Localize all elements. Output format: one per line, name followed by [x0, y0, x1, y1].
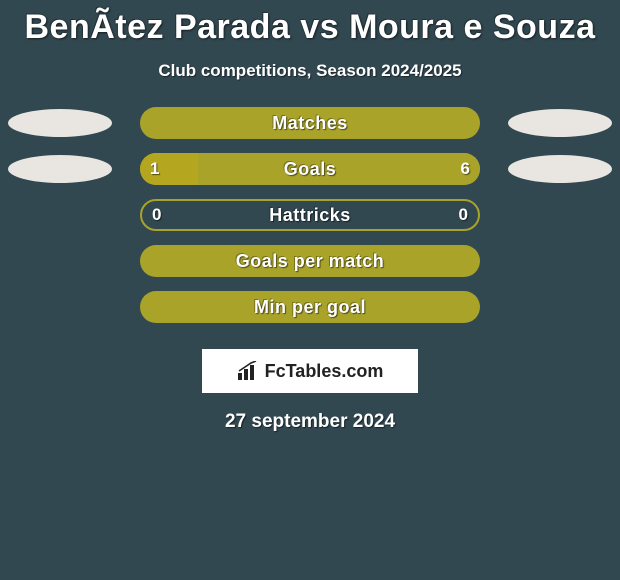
brand-name: FcTables.com — [265, 361, 384, 382]
stat-bar: 16Goals — [140, 153, 480, 185]
comparison-chart: Matches 16Goals 0 0Hattricks Goals per match… — [0, 107, 620, 337]
stat-bar: 0 0Hattricks — [140, 199, 480, 231]
right-value: 0 — [459, 201, 468, 229]
stat-row: 16Goals — [0, 153, 620, 199]
right-oval — [508, 155, 612, 183]
stat-row: Min per goal — [0, 291, 620, 337]
stat-bar: Min per goal — [140, 291, 480, 323]
subtitle: Club competitions, Season 2024/2025 — [0, 61, 620, 81]
left-oval — [8, 109, 112, 137]
stat-row: Matches — [0, 107, 620, 153]
bar-fill-left — [140, 153, 198, 185]
stat-row: Goals per match — [0, 245, 620, 291]
stat-bar: Matches — [140, 107, 480, 139]
bar-label: Matches — [140, 107, 480, 139]
page-title: BenÃ­tez Parada vs Moura e Souza — [0, 0, 620, 47]
logo-box: FcTables.com — [202, 349, 418, 393]
bar-chart-icon — [237, 361, 261, 381]
bar-fill-right — [198, 153, 480, 185]
right-oval — [508, 109, 612, 137]
left-oval — [8, 155, 112, 183]
bar-label: Min per goal — [140, 291, 480, 323]
left-value: 0 — [152, 201, 161, 229]
date-text: 27 september 2024 — [0, 411, 620, 433]
bar-label: Goals per match — [140, 245, 480, 277]
bar-label: Hattricks — [142, 201, 478, 229]
stat-bar: Goals per match — [140, 245, 480, 277]
stat-row: 0 0Hattricks — [0, 199, 620, 245]
brand-logo: FcTables.com — [237, 361, 384, 382]
